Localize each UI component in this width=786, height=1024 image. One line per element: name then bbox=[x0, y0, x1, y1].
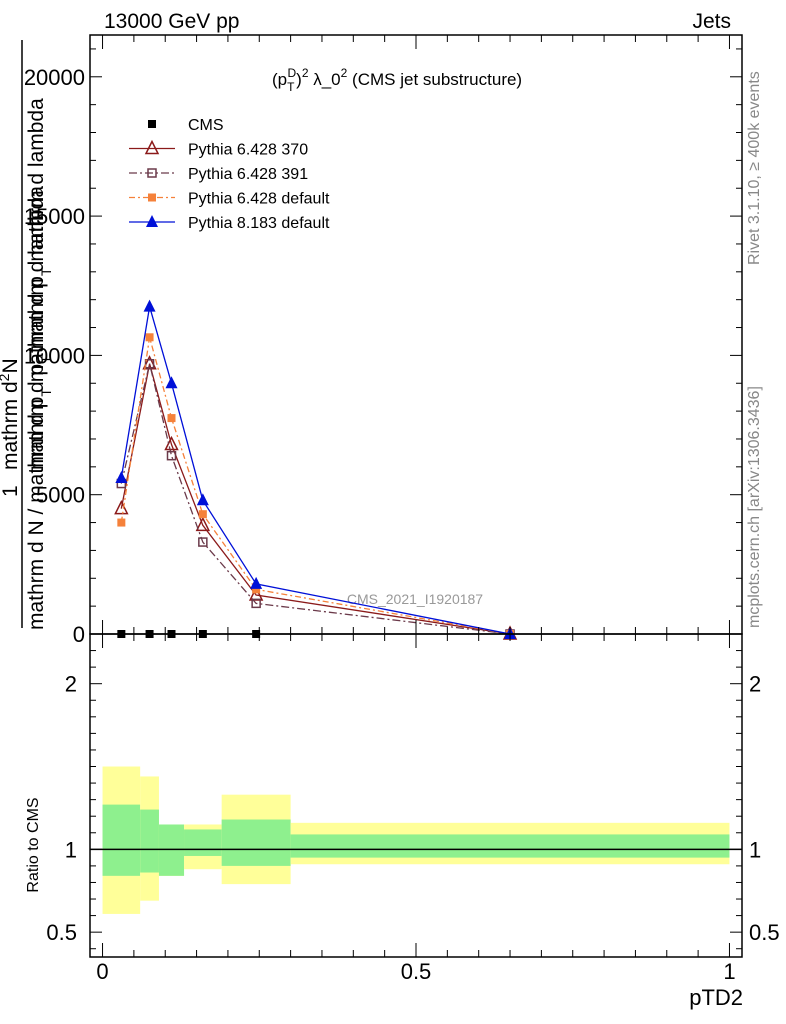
series-4 bbox=[115, 299, 517, 639]
band-inner-5 bbox=[290, 834, 730, 858]
ratio-frame bbox=[89, 633, 743, 958]
series-4-point-1 bbox=[143, 299, 156, 312]
main-ytick-label: 5000 bbox=[36, 483, 85, 508]
svg-text:mathrm d2N: mathrm d2N bbox=[0, 358, 22, 470]
band-inner-0 bbox=[102, 804, 141, 876]
legend-marker-0 bbox=[148, 120, 156, 128]
ratio-bands bbox=[90, 766, 742, 914]
series-3-point-2 bbox=[167, 414, 176, 423]
series-4-point-3 bbox=[196, 493, 209, 506]
band-inner-2 bbox=[158, 824, 185, 876]
rivet-label: Rivet 3.1.10, ≥ 400k events bbox=[746, 71, 763, 265]
series-4-point-2 bbox=[165, 376, 178, 389]
svg-text:mathrm d pT mathrm d lambda: mathrm d pT mathrm d lambda bbox=[25, 186, 54, 470]
band-inner-4 bbox=[221, 819, 291, 866]
y-axis-label-main: mathrm d2N mathrm d pT mathrm d lambda 1… bbox=[0, 40, 54, 630]
legend-marker-3 bbox=[148, 193, 156, 202]
series-line-1 bbox=[120, 363, 511, 635]
series-4-point-4 bbox=[250, 576, 263, 589]
series-line-4 bbox=[120, 306, 511, 635]
main-ytick-label: 10000 bbox=[24, 343, 85, 368]
xtick-label: 0 bbox=[96, 959, 108, 984]
series-1-point-1 bbox=[142, 355, 157, 370]
series-4-point-0 bbox=[115, 470, 128, 483]
legend-marker-1 bbox=[144, 139, 160, 155]
series-1-point-3 bbox=[195, 516, 211, 532]
main-series bbox=[114, 299, 518, 640]
svg-text:1: 1 bbox=[0, 485, 22, 497]
legend: CMS Pythia 6.428 370 Pythia 6.428 391 Pythi… bbox=[129, 117, 330, 232]
svg-text:mathrm d N / mathrm d pT mathr: mathrm d N / mathrm d pT mathrm d pT mat… bbox=[25, 98, 54, 630]
legend-label-4: Pythia 8.183 default bbox=[188, 215, 330, 232]
band-inner-3 bbox=[184, 829, 222, 856]
ratio-ytick-label: 2 bbox=[65, 672, 77, 697]
series-1-point-0 bbox=[114, 499, 129, 515]
mcplots-label: mcplots.cern.ch [arXiv:1306.3436] bbox=[746, 386, 763, 628]
ratio-ytick-label-right: 1 bbox=[749, 837, 761, 862]
series-2-point-2 bbox=[166, 450, 177, 461]
series-3-point-1 bbox=[145, 333, 154, 342]
legend-label-0: CMS bbox=[188, 117, 224, 134]
x-axis-label: pTD2 bbox=[689, 985, 743, 1010]
axes: 0 5000 10000 15000 20000 0.5 0.5 1 1 2 2 0 0.5 1 bbox=[24, 34, 780, 984]
series-2-point-4 bbox=[251, 598, 261, 609]
ratio-ytick-label-right: 0.5 bbox=[749, 920, 780, 945]
series-line-2 bbox=[120, 363, 511, 635]
main-ytick-label: 0 bbox=[73, 622, 85, 647]
series-3-point-0 bbox=[117, 518, 126, 527]
series-line-3 bbox=[120, 337, 511, 635]
legend-label-1: Pythia 6.428 370 bbox=[188, 142, 308, 159]
legend-label-2: Pythia 6.428 391 bbox=[188, 166, 308, 183]
main-ytick-label: 20000 bbox=[24, 65, 85, 90]
ratio-ytick-label-right: 2 bbox=[749, 672, 761, 697]
plot-title: (pTD)2 λ_02 (CMS jet substructure) bbox=[272, 66, 522, 94]
ratio-ytick-label: 1 bbox=[65, 837, 77, 862]
series-3-point-4 bbox=[252, 585, 261, 594]
series-2-point-3 bbox=[198, 537, 208, 547]
series-1-point-2 bbox=[164, 435, 179, 451]
xtick-label: 0.5 bbox=[401, 959, 432, 984]
header-right: Jets bbox=[692, 10, 731, 33]
y-axis-label-ratio: Ratio to CMS bbox=[25, 797, 42, 892]
band-inner-1 bbox=[140, 809, 159, 873]
header-left: 13000 GeV pp bbox=[104, 10, 239, 33]
ratio-ytick-label: 0.5 bbox=[46, 920, 77, 945]
xtick-label: 1 bbox=[723, 959, 735, 984]
series-2-point-1 bbox=[144, 359, 155, 369]
analysis-watermark: CMS_2021_I1920187 bbox=[347, 591, 483, 607]
legend-marker-4 bbox=[146, 215, 158, 227]
legend-marker-2 bbox=[147, 168, 157, 178]
legend-label-3: Pythia 6.428 default bbox=[188, 191, 330, 208]
main-ytick-label: 15000 bbox=[24, 204, 85, 229]
series-3-point-3 bbox=[198, 510, 207, 519]
